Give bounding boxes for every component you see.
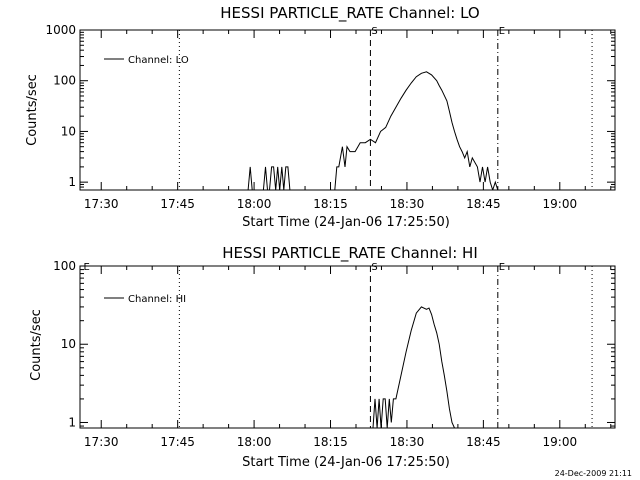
x-tick-label: 18:45 — [466, 197, 501, 211]
y-tick-label: 100 — [53, 259, 76, 273]
y-tick-label: 1000 — [45, 23, 76, 37]
time-marker-label: E — [499, 26, 505, 37]
chart-hi-ylabel: Counts/sec — [29, 309, 44, 381]
chart-hi-series-line — [80, 306, 615, 428]
y-tick-label: 10 — [61, 337, 76, 351]
time-marker-label: S — [371, 262, 377, 273]
x-tick-label: 18:00 — [237, 435, 272, 449]
x-tick-label: 17:45 — [160, 197, 195, 211]
x-tick-label: 18:15 — [313, 197, 348, 211]
chart-lo-legend: Channel: LO — [104, 55, 189, 66]
chart-hi-title: HESSI PARTICLE_RATE Channel: HI — [222, 244, 478, 263]
y-tick-label: 1 — [68, 175, 76, 189]
chart-lo-plot-frame — [79, 29, 616, 191]
chart-lo-legend-label: Channel: LO — [128, 55, 189, 66]
chart-lo-title: HESSI PARTICLE_RATE Channel: LO — [220, 4, 479, 23]
footer-timestamp: 24-Dec-2009 21:11 — [555, 469, 632, 478]
y-tick-label: 1 — [68, 415, 76, 429]
chart-hi-plot-frame — [79, 265, 616, 429]
chart-hi-xlabel: Start Time (24-Jan-06 17:25:50) — [242, 455, 450, 470]
x-tick-label: 18:45 — [466, 435, 501, 449]
y-tick-label: 10 — [61, 124, 76, 138]
x-tick-label: 18:30 — [390, 197, 425, 211]
x-tick-label: 18:00 — [237, 197, 272, 211]
chart-lo-ylabel: Counts/sec — [25, 74, 40, 146]
x-tick-label: 17:30 — [84, 435, 119, 449]
chart-hi-legend: Channel: HI — [104, 294, 186, 305]
chart-hi-legend-label: Channel: HI — [128, 294, 186, 305]
chart-hi-x-axis: 17:30 17:45 18:00 18:15 18:30 18:45 19:00 — [84, 266, 612, 449]
time-marker-label: E — [499, 262, 505, 273]
time-marker-label: S — [371, 26, 377, 37]
chart-hi: HESSI PARTICLE_RATE Channel: HI Counts/s… — [29, 244, 616, 470]
chart-lo-xlabel: Start Time (24-Jan-06 17:25:50) — [242, 215, 450, 230]
x-tick-label: 19:00 — [543, 435, 578, 449]
chart-lo-series-line — [80, 71, 615, 190]
chart-lo-y-axis: 1 10 100 1000 — [45, 23, 615, 191]
x-tick-label: 17:30 — [84, 197, 119, 211]
y-tick-label: 100 — [53, 74, 76, 88]
x-tick-label: 18:30 — [390, 435, 425, 449]
x-tick-label: 18:15 — [313, 435, 348, 449]
x-tick-label: 17:45 — [160, 435, 195, 449]
time-marker-label: E — [84, 262, 90, 273]
chart-lo: HESSI PARTICLE_RATE Channel: LO Counts/s… — [25, 4, 616, 230]
x-tick-label: 19:00 — [543, 197, 578, 211]
chart-lo-x-axis: 17:30 17:45 18:00 18:15 18:30 18:45 19:00 — [84, 30, 612, 211]
chart-hi-y-axis: 1 10 100 — [53, 259, 615, 429]
